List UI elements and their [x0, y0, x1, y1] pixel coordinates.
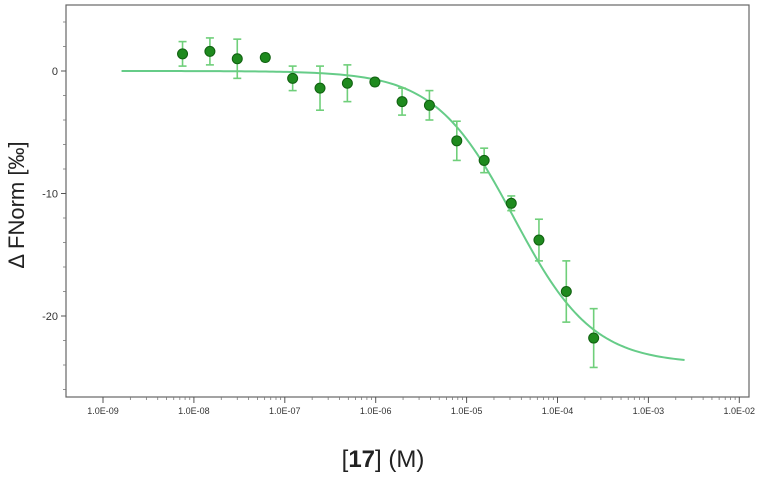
x-tick-label: 1.0E-03	[633, 406, 665, 416]
x-tick-label: 1.0E-05	[451, 406, 483, 416]
y-tick-label: -10	[42, 189, 58, 201]
x-axis-title: [17] (M)	[342, 446, 425, 473]
x-tick-label: 1.0E-02	[724, 406, 756, 416]
error-bar-layer	[178, 37, 598, 369]
x-tick-label: 1.0E-06	[360, 406, 392, 416]
y-tick-label: -20	[42, 311, 58, 323]
data-point	[478, 154, 490, 166]
data-point	[204, 45, 216, 57]
data-point	[451, 135, 463, 147]
data-point-layer	[177, 45, 600, 344]
data-point	[341, 77, 353, 89]
plot-frame	[65, 4, 750, 398]
data-point	[314, 82, 326, 94]
x-tick-label: 1.0E-04	[542, 406, 574, 416]
data-point	[533, 234, 545, 246]
x-tick-label: 1.0E-07	[269, 406, 301, 416]
data-point	[396, 96, 408, 108]
x-axis-ticks: 1.0E-09 1.0E-08 1.0E-07 1.0E-06 1.0E-05 1.0E-…	[87, 397, 755, 416]
y-tick-label: 0	[52, 66, 58, 78]
data-point	[505, 197, 517, 209]
data-point	[423, 99, 435, 111]
data-point	[177, 48, 189, 60]
data-point	[369, 76, 381, 88]
y-axis-ticks: 0 -10 -20	[42, 21, 66, 390]
x-tick-label: 1.0E-08	[178, 406, 210, 416]
compound-number: 17	[348, 446, 375, 473]
data-point	[588, 332, 600, 344]
y-axis-title: Δ FNorm [‰]	[4, 141, 29, 268]
data-point	[259, 52, 271, 64]
x-tick-label: 1.0E-09	[87, 406, 119, 416]
data-point	[560, 286, 572, 297]
data-point	[287, 72, 299, 84]
data-point	[231, 53, 243, 65]
